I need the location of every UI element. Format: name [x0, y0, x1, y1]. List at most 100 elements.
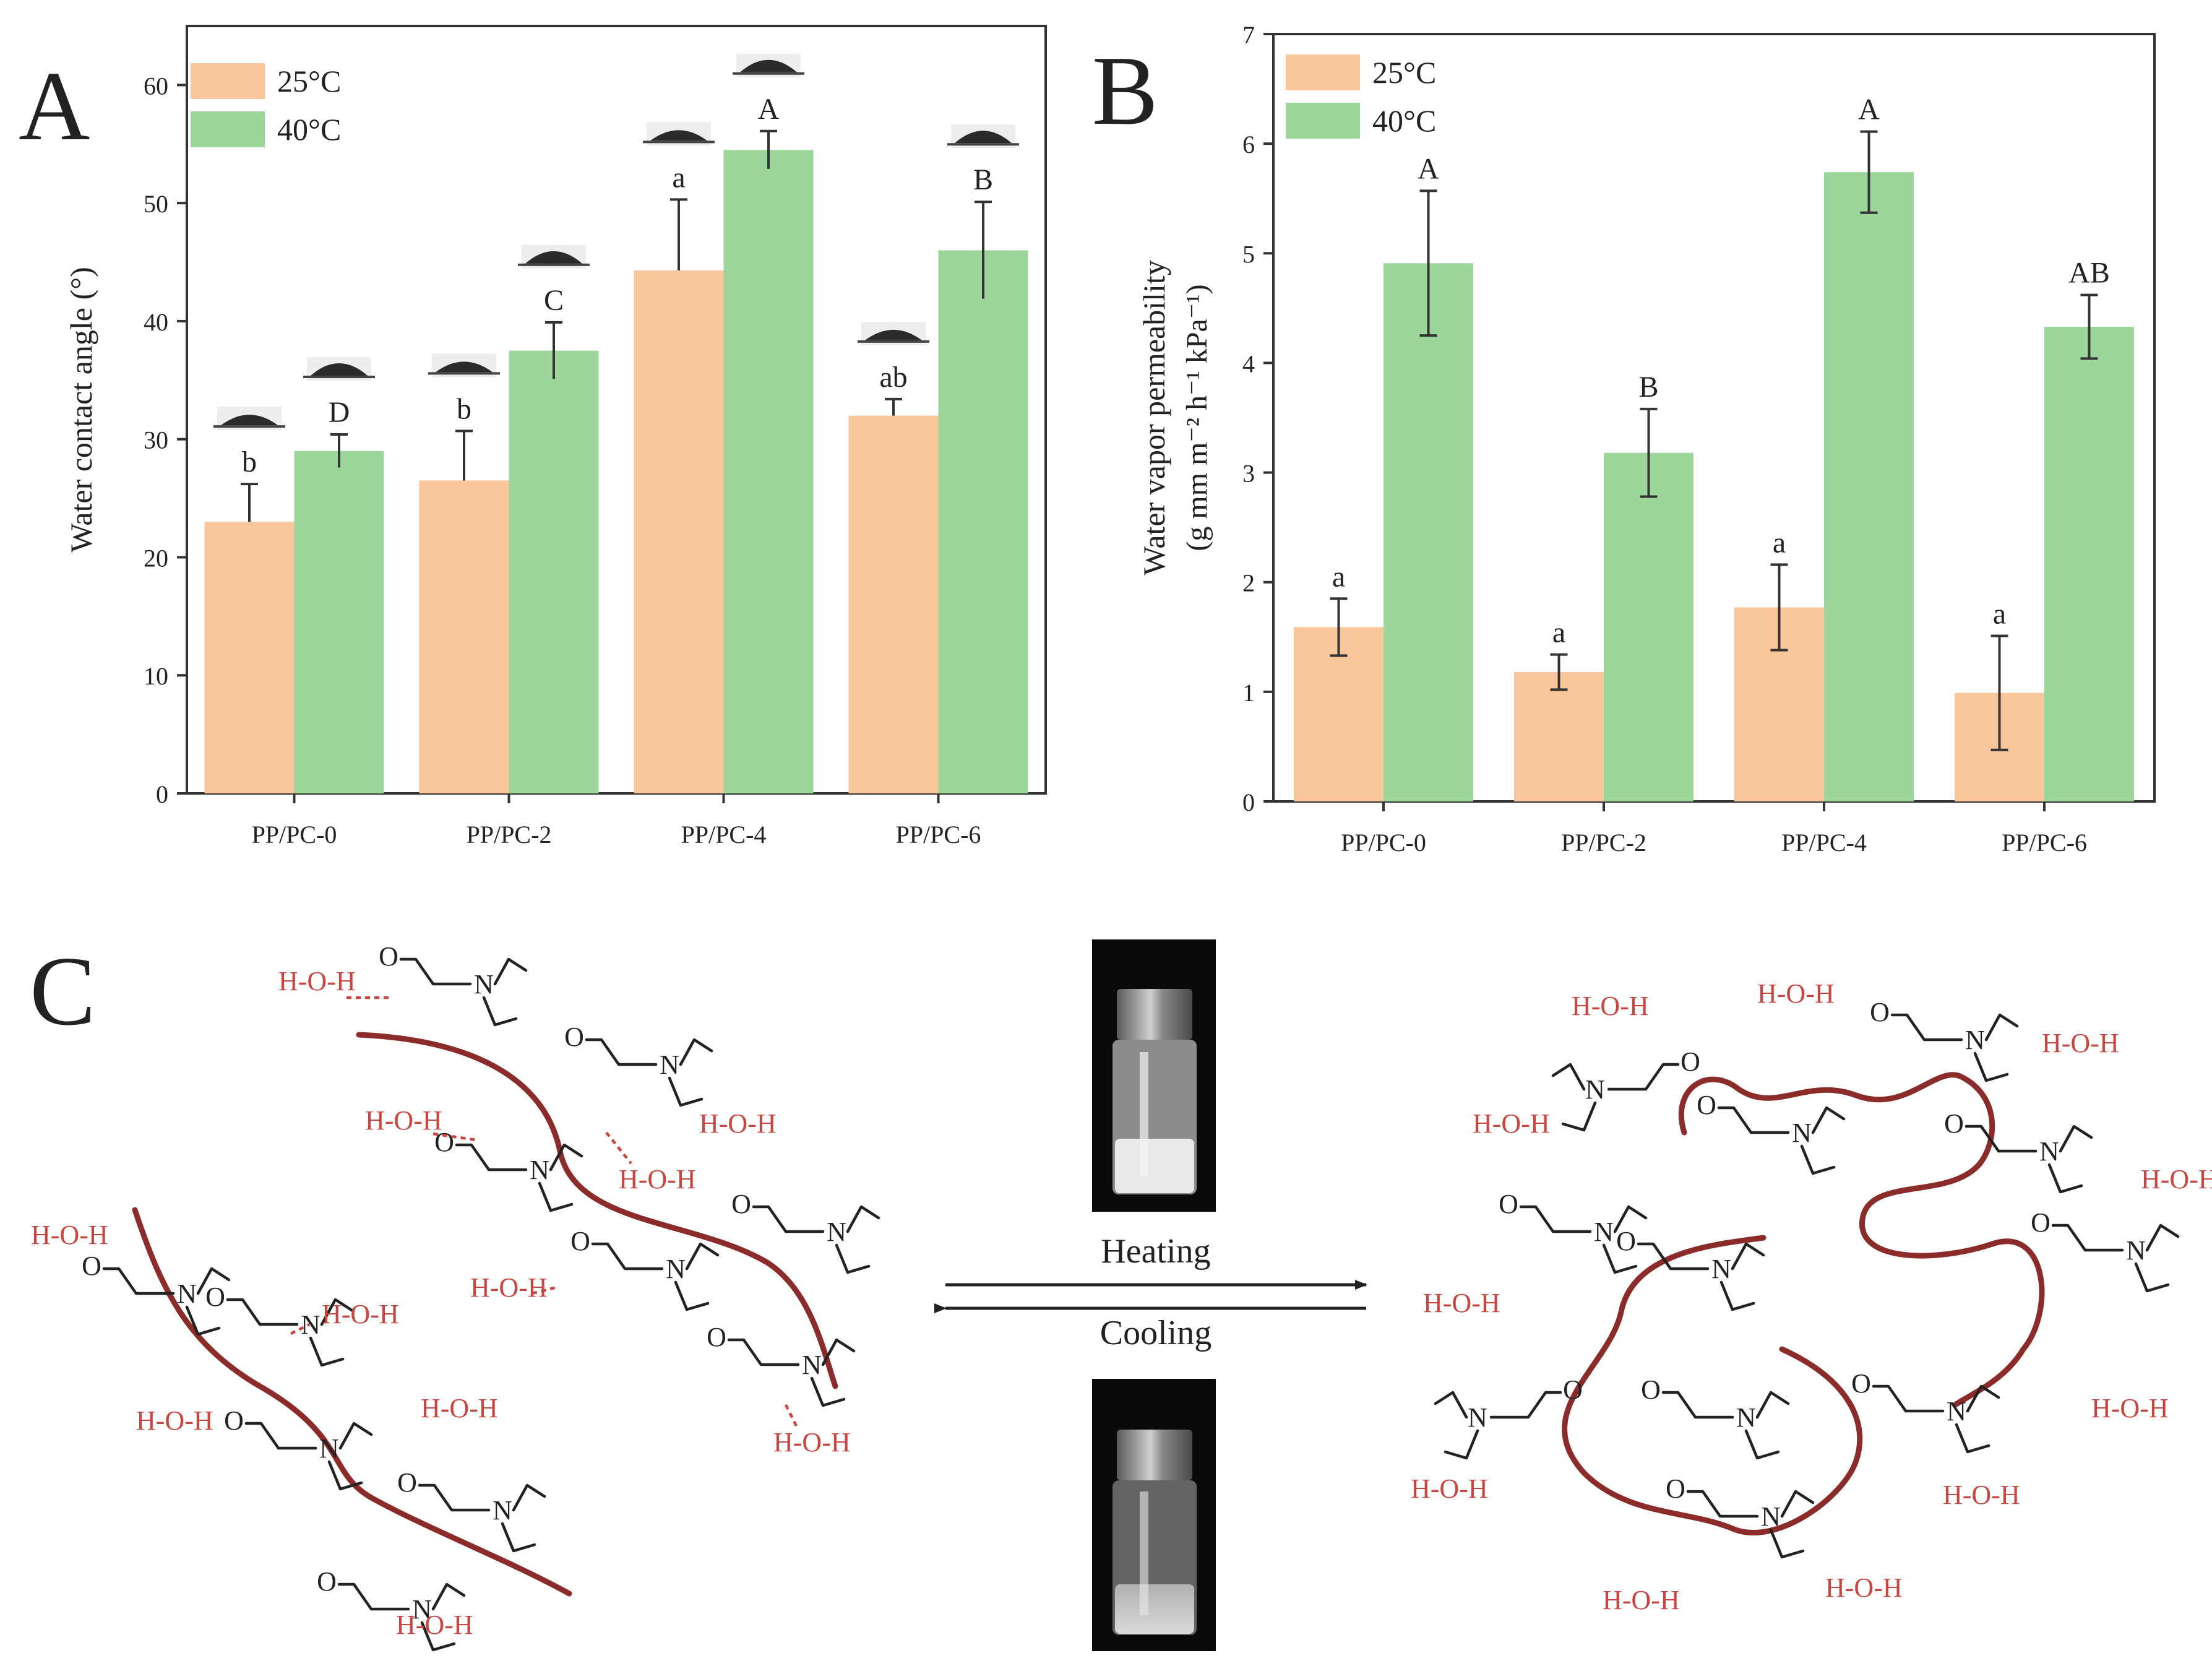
significance-label: a [672, 161, 685, 194]
plot-frame-a [186, 25, 1047, 795]
water-molecules-right: H-O-H H-O-H H-O-H H-O-H H-O-H H-O-H H-O-H H-O-H… [1411, 978, 2212, 1615]
amide-group: ON [1944, 1108, 2093, 1194]
x-tick-label: PP/PC-4 [1781, 829, 1867, 857]
significance-label: ab [879, 361, 907, 394]
legend-swatch [191, 63, 265, 99]
amide-group: ON [205, 1282, 355, 1367]
x-tick-label: PP/PC-0 [252, 821, 337, 848]
legend-label: 25°C [277, 64, 341, 98]
water-molecule: H-O-H [31, 1220, 108, 1250]
significance-label: a [1993, 598, 2006, 631]
x-tick-label: PP/PC-6 [2002, 829, 2087, 857]
svg-text:O: O [434, 1127, 454, 1157]
bar [1514, 671, 1604, 801]
svg-text:N: N [660, 1050, 679, 1080]
svg-text:O: O [707, 1322, 726, 1352]
svg-text:O: O [1641, 1375, 1661, 1405]
bars-a: b D b Ca Aab B [204, 93, 1028, 793]
amide-group: ON [1641, 1375, 1790, 1460]
bar [419, 480, 509, 793]
panel-label-a: A [19, 51, 90, 161]
svg-text:O: O [2031, 1207, 2051, 1238]
y-tick-label: 20 [144, 544, 168, 572]
droplet-image [213, 407, 285, 431]
y-tick-label: 10 [144, 662, 168, 690]
y-tick-label: 0 [156, 780, 168, 808]
amide-group: ON [1499, 1189, 1648, 1274]
water-molecule: H-O-H [1603, 1585, 1680, 1615]
svg-text:O: O [82, 1251, 101, 1281]
amide-group: ON [1551, 1047, 1700, 1132]
droplet-image [733, 53, 804, 77]
significance-label: C [544, 284, 564, 317]
y-tick-label: 6 [1242, 131, 1255, 158]
amide-group: ON [379, 941, 528, 1027]
amide-group: ON [317, 1566, 466, 1652]
svg-text:N: N [1947, 1396, 1966, 1427]
bar [1604, 452, 1693, 801]
water-molecule: H-O-H [773, 1427, 851, 1457]
amide-group: ON [1697, 1090, 1846, 1175]
hydrogen-bonds-left [290, 996, 800, 1431]
panel-label-c: C [30, 936, 96, 1046]
significance-label: a [1332, 560, 1345, 593]
svg-text:O: O [1616, 1226, 1636, 1256]
water-molecule: H-O-H [470, 1272, 548, 1303]
water-molecule: H-O-H [2042, 1028, 2119, 1058]
plot-frame-b [1272, 33, 2156, 803]
significance-label: A [1418, 152, 1439, 185]
svg-text:N: N [319, 1433, 339, 1464]
significance-label: A [1858, 93, 1880, 126]
water-molecule: H-O-H [322, 1299, 399, 1329]
y-axis-label-b-line2: (g mm m⁻² h⁻¹ kPa⁻¹) [1181, 284, 1213, 551]
water-molecule: H-O-H [2141, 1164, 2212, 1194]
significance-label: b [242, 446, 257, 478]
significance-label: B [973, 163, 993, 196]
svg-text:N: N [666, 1254, 686, 1284]
amide-group: ON [397, 1467, 546, 1553]
bar [634, 270, 724, 793]
y-tick-label: 0 [1242, 788, 1255, 816]
svg-text:N: N [301, 1310, 321, 1340]
y-tick-label: 2 [1242, 569, 1255, 597]
water-molecules-left: H-O-H H-O-H H-O-H H-O-H H-O-H H-O-H H-O-H H-O-H… [31, 966, 851, 1640]
bar [509, 350, 599, 793]
water-molecule: H-O-H [278, 966, 356, 996]
svg-text:N: N [802, 1350, 822, 1380]
amide-group: ON [1616, 1226, 1765, 1311]
svg-text:O: O [564, 1022, 584, 1052]
bar [1824, 172, 1914, 801]
legend-swatch [191, 111, 265, 147]
svg-text:N: N [177, 1279, 197, 1309]
svg-text:N: N [827, 1217, 846, 1247]
bar [938, 250, 1028, 793]
water-molecule: H-O-H [1411, 1474, 1488, 1504]
svg-text:N: N [2039, 1136, 2059, 1167]
amide-group: ON [2031, 1207, 2180, 1293]
water-molecule: H-O-H [619, 1164, 696, 1194]
bar [2044, 326, 2134, 801]
bar [204, 522, 295, 793]
x-axis-a: PP/PC-0 PP/PC-2 PP/PC-4 PP/PC-6 [252, 793, 981, 848]
bar [848, 415, 939, 793]
y-axis-label-b-line1: Water vapor permeability [1137, 260, 1171, 576]
svg-text:O: O [1499, 1189, 1518, 1219]
droplet-image [303, 357, 375, 381]
bar [294, 451, 384, 793]
droplet-image [947, 124, 1019, 149]
y-axis-label-a: Water contact angle (°) [64, 267, 98, 553]
y-tick-label: 40 [144, 308, 168, 336]
significance-label: AB [2068, 257, 2110, 290]
significance-label: a [1773, 526, 1786, 559]
svg-text:O: O [397, 1467, 417, 1498]
water-molecule: H-O-H [136, 1405, 213, 1436]
y-tick-label: 1 [1242, 679, 1255, 707]
water-molecule: H-O-H [1757, 978, 1835, 1009]
amide-group: ON [1666, 1474, 1815, 1559]
extended-polymer-chains [132, 1032, 838, 1597]
water-molecule: H-O-H [365, 1105, 442, 1136]
x-tick-label: PP/PC-4 [681, 821, 767, 848]
